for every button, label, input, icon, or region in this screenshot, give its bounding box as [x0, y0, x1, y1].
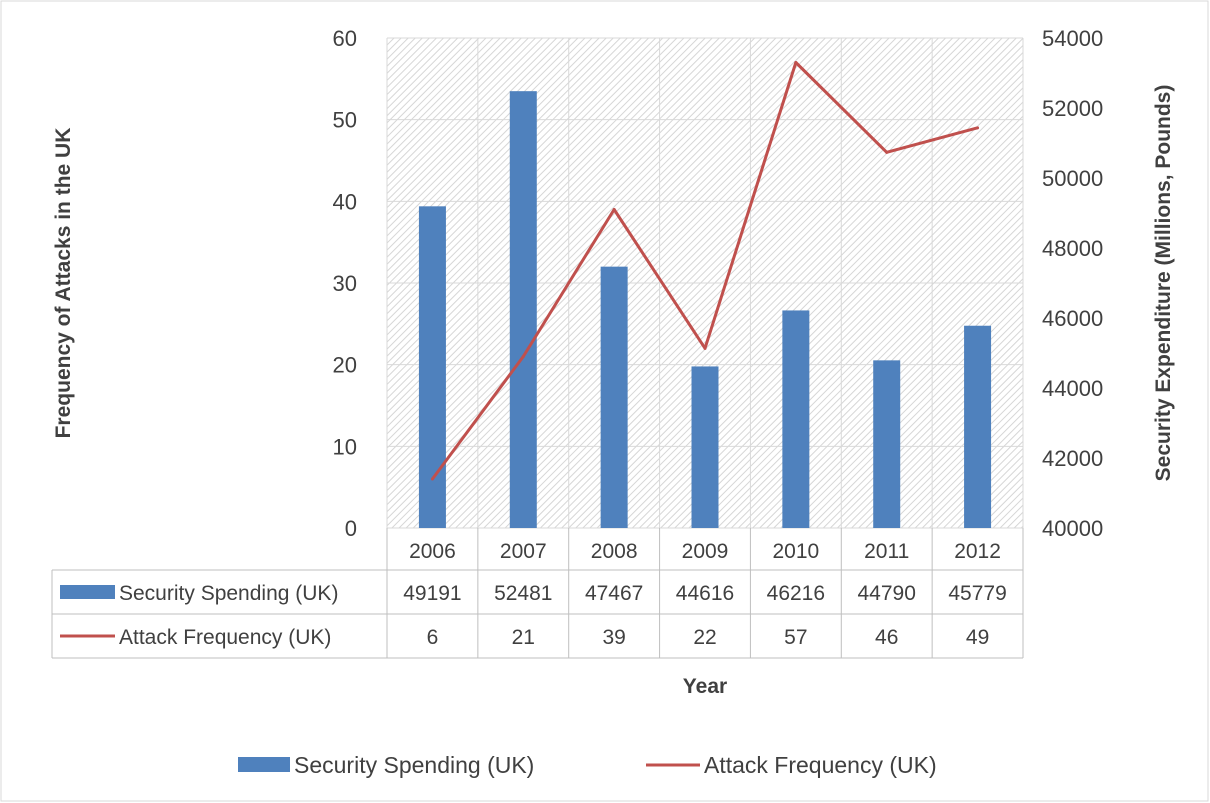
table-cell-spending-2007: 52481	[494, 582, 552, 605]
x-tick-label-2012: 2012	[954, 540, 1001, 563]
left-tick-label: 20	[333, 353, 357, 378]
right-tick-label: 48000	[1042, 236, 1103, 261]
right-axis-ticks: 40000 42000 44000 46000 48000 50000 52000 54000	[1042, 26, 1103, 541]
left-axis-ticks: 0 10 20 30 40 50 60	[333, 26, 357, 541]
table-cell-attacks-2007: 21	[512, 626, 535, 649]
bar-2012	[964, 325, 992, 528]
table-cell-attacks-2012: 49	[966, 626, 989, 649]
table-cell-spending-2012: 45779	[948, 582, 1006, 605]
legend-swatch-security-spending	[238, 757, 290, 772]
table-cell-spending-2011: 44790	[858, 582, 916, 605]
left-tick-label: 0	[345, 516, 357, 541]
table-cell-attacks-2008: 39	[602, 626, 625, 649]
right-tick-label: 52000	[1042, 96, 1103, 121]
right-axis-title: Security Expenditure (Millions, Pounds)	[1152, 85, 1175, 482]
legend: Security Spending (UK) Attack Frequency …	[238, 752, 937, 778]
table-cell-spending-2008: 47467	[585, 582, 643, 605]
table-row-label-attack-frequency: Attack Frequency (UK)	[119, 626, 331, 649]
right-tick-label: 46000	[1042, 306, 1103, 331]
x-tick-label-2010: 2010	[772, 540, 819, 563]
bar-2008	[600, 266, 628, 528]
left-tick-label: 40	[333, 189, 357, 214]
left-tick-label: 10	[333, 434, 357, 459]
bar-2009	[691, 366, 719, 528]
table-cell-attacks-2011: 46	[875, 626, 898, 649]
x-tick-label-2008: 2008	[591, 540, 638, 563]
left-tick-label: 30	[333, 271, 357, 296]
table-cell-attacks-2006: 6	[427, 626, 439, 649]
bar-2011	[873, 360, 901, 528]
table-cell-spending-2010: 46216	[767, 582, 825, 605]
data-table: 2006 2007 2008 2009 2010 2011 2012 Security Spe…	[51, 528, 1024, 659]
table-cell-spending-2009: 44616	[676, 582, 734, 605]
right-tick-label: 42000	[1042, 446, 1103, 471]
line-point-2007	[521, 355, 525, 358]
bar-2007	[509, 91, 537, 528]
bar-2006	[418, 206, 446, 528]
bar-series	[418, 91, 992, 528]
table-cell-attacks-2009: 22	[693, 626, 716, 649]
line-point-2006	[430, 477, 434, 481]
right-tick-label: 44000	[1042, 376, 1103, 401]
gridlines	[386, 37, 1024, 529]
line-point-2010	[794, 61, 798, 64]
x-tick-label-2009: 2009	[682, 540, 729, 563]
table-row-label-security-spending: Security Spending (UK)	[119, 582, 338, 605]
left-axis-title: Frequency of Attacks in the UK	[52, 128, 75, 439]
table-swatch-security-spending	[60, 585, 115, 599]
x-tick-label-2006: 2006	[409, 540, 456, 563]
left-tick-label: 50	[333, 108, 357, 133]
bar-2010	[782, 310, 810, 528]
table-cell-spending-2006: 49191	[403, 582, 461, 605]
x-axis-title: Year	[683, 675, 727, 698]
x-tick-label-2007: 2007	[500, 540, 547, 563]
right-tick-label: 50000	[1042, 166, 1103, 191]
right-tick-label: 54000	[1042, 26, 1103, 51]
legend-label-attack-frequency: Attack Frequency (UK)	[704, 752, 937, 778]
table-cell-attacks-2010: 57	[784, 626, 807, 649]
legend-label-security-spending: Security Spending (UK)	[294, 752, 534, 778]
line-point-2012	[976, 126, 980, 130]
line-point-2008	[612, 208, 616, 211]
line-point-2011	[885, 150, 889, 154]
line-series	[430, 61, 980, 481]
line-point-2009	[703, 346, 707, 350]
x-tick-label-2011: 2011	[864, 540, 909, 563]
left-tick-label: 60	[333, 26, 357, 51]
right-tick-label: 40000	[1042, 516, 1103, 541]
